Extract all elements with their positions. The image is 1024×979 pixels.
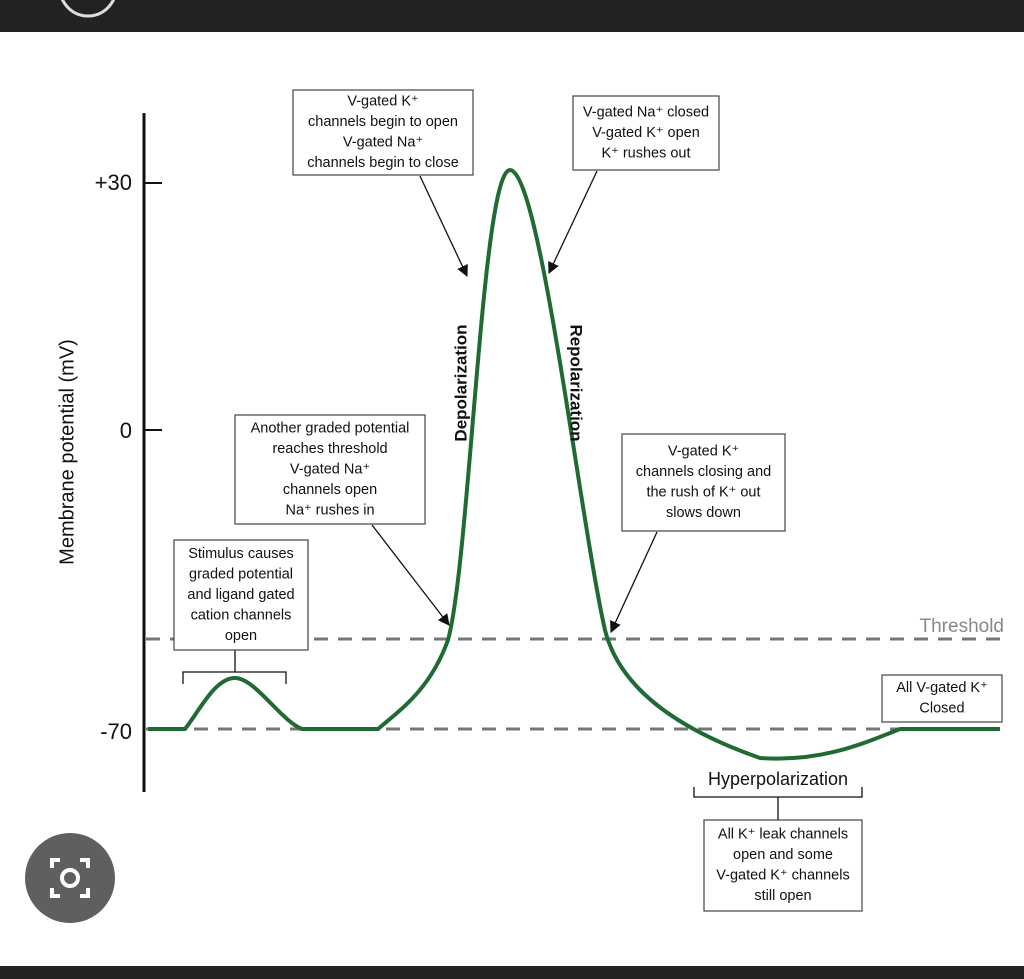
arrow xyxy=(610,531,658,634)
annotation-text: V-gated K⁺ xyxy=(668,444,739,460)
annotation-text: All V-gated K⁺ xyxy=(896,680,987,696)
phase-label: Repolarization xyxy=(567,324,586,441)
annotation-text: All K⁺ leak channels xyxy=(718,827,848,843)
arrow xyxy=(419,175,468,278)
annotation-text: graded potential xyxy=(189,566,293,582)
top-icon[interactable] xyxy=(60,0,116,18)
bottom-bar xyxy=(0,966,1024,979)
annotation-text: V-gated Na⁺ closed xyxy=(583,104,709,120)
arrow xyxy=(371,524,450,626)
lens-icon xyxy=(50,858,90,898)
annotation-box xyxy=(703,819,863,912)
annotation-text: V-gated K⁺ channels xyxy=(716,868,849,884)
annotation-box xyxy=(621,433,786,532)
annotation-text: the rush of K⁺ out xyxy=(646,485,760,501)
annotation-text: open and some xyxy=(733,847,833,863)
tick-label: +30 xyxy=(95,170,132,195)
annotation-text: slows down xyxy=(666,505,741,521)
annotation-text: Na⁺ rushes in xyxy=(285,502,374,518)
annotation: V-gated K⁺ channels begin to open V-gated … xyxy=(292,89,474,176)
annotation-text: V-gated K⁺ xyxy=(347,94,418,110)
annotation-text: open xyxy=(225,628,257,644)
annotation-text: still open xyxy=(754,888,811,904)
potential-curve xyxy=(148,167,1000,761)
annotation: V-gated Na⁺ closed V-gated K⁺ open K⁺ rush… xyxy=(572,95,720,171)
annotation-text: K⁺ rushes out xyxy=(601,145,690,161)
annotation-box xyxy=(881,674,1003,723)
annotation: All V-gated K⁺ Closed xyxy=(881,674,1003,723)
annotation-box xyxy=(292,89,474,176)
annotation-text: cation channels xyxy=(191,607,292,623)
annotation-box xyxy=(234,414,426,525)
annotation: Another graded potential reaches threshol… xyxy=(234,414,426,525)
lens-icon xyxy=(60,868,80,888)
annotation-text: channels closing and xyxy=(636,464,771,480)
annotation-text: V-gated K⁺ open xyxy=(592,125,700,141)
annotation-text: Stimulus causes xyxy=(188,546,294,562)
phase-label: Depolarization xyxy=(451,324,470,441)
annotation: All K⁺ leak channels open and some V-gated… xyxy=(703,819,863,912)
annotation-text: channels begin to close xyxy=(307,155,459,171)
annotation: Stimulus causes graded potential and ligan… xyxy=(173,539,309,651)
annotation-text: Closed xyxy=(919,701,964,717)
top-bar xyxy=(0,0,1024,32)
axis-label: Membrane potential (mV) xyxy=(56,339,78,565)
annotation-text: V-gated Na⁺ xyxy=(343,135,423,151)
phase-label: Hyperpolarization xyxy=(708,769,848,789)
annotation-text: channels begin to open xyxy=(308,114,458,130)
annotation-text: channels open xyxy=(283,482,377,498)
annotation-text: reaches threshold xyxy=(272,441,387,457)
annotations: V-gated K⁺ channels begin to open V-gated … xyxy=(173,89,1003,912)
annotation-box xyxy=(173,539,309,651)
annotation-text: V-gated Na⁺ xyxy=(290,461,370,477)
bracket xyxy=(182,650,287,684)
lens-button[interactable] xyxy=(25,833,115,923)
tick-label: 0 xyxy=(120,418,132,443)
tick-label: -70 xyxy=(100,719,132,744)
annotation-text: Another graded potential xyxy=(251,420,410,436)
bracket xyxy=(693,787,863,820)
annotation-box xyxy=(572,95,720,171)
threshold-label: Threshold xyxy=(920,616,1005,637)
arrow xyxy=(548,170,598,275)
annotation: V-gated K⁺ channels closing and the rush o… xyxy=(621,433,786,532)
annotation-text: and ligand gated xyxy=(187,587,294,603)
